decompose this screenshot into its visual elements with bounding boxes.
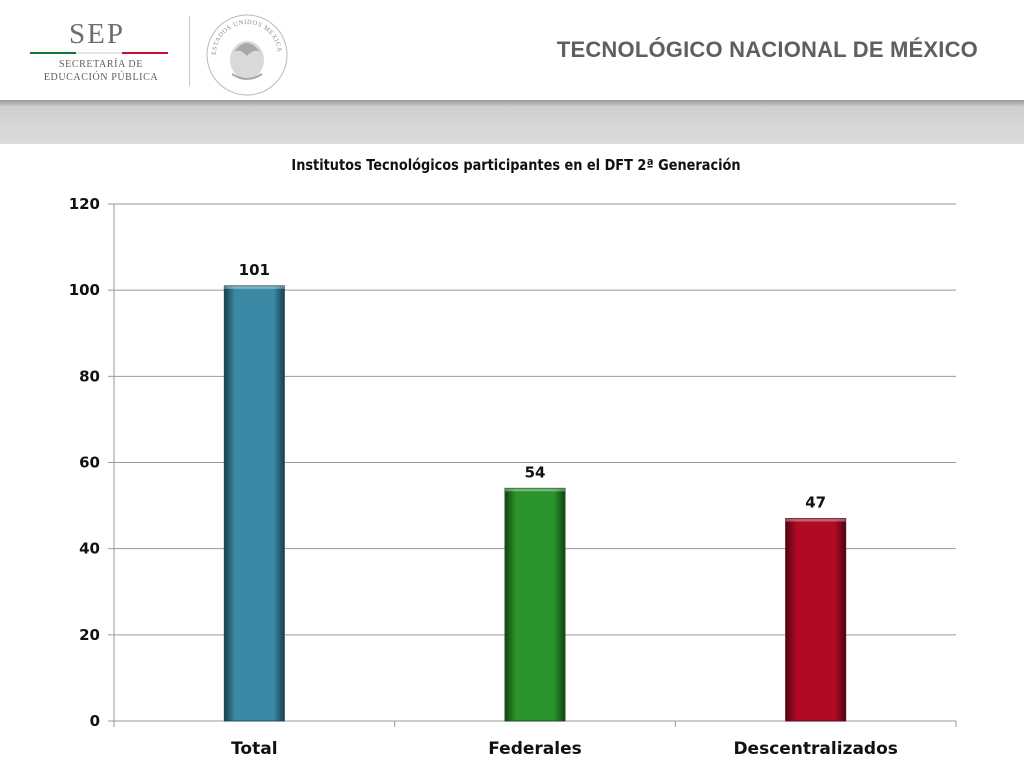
x-category-label: Federales (488, 739, 581, 759)
sep-subtitle: SECRETARÍA DE EDUCACIÓN PÚBLICA (26, 58, 176, 84)
sep-subtitle-line1: SECRETARÍA DE (59, 59, 143, 70)
sep-logo-text: SEP (69, 18, 125, 50)
flag-stripe-white (76, 52, 122, 54)
header-divider (189, 16, 190, 86)
chart-title: Institutos Tecnológicos participantes en… (291, 156, 741, 174)
y-tick-label: 60 (79, 454, 100, 472)
bar-highlight (224, 285, 285, 289)
data-label: 101 (239, 261, 270, 279)
y-tick-label: 120 (69, 195, 100, 213)
y-tick-label: 40 (79, 540, 100, 558)
bar-total (223, 285, 285, 722)
x-category-label: Descentralizados (733, 739, 897, 759)
y-tick-label: 80 (79, 367, 100, 385)
x-category-label: Total (231, 739, 277, 759)
data-label: 47 (805, 494, 826, 512)
org-title: TECNOLÓGICO NACIONAL DE MÉXICO (556, 37, 978, 62)
national-seal-icon: ESTADOS UNIDOS MEXICANOS (204, 12, 288, 96)
sep-subtitle-line2: EDUCACIÓN PÚBLICA (43, 72, 159, 83)
header-shadow (0, 100, 1024, 108)
header-band (0, 106, 1024, 144)
bar-federales (504, 487, 566, 722)
y-tick-label: 0 (90, 712, 100, 730)
sep-logo: SEP SECRETARÍA DE EDUCACIÓN PÚBLICA (26, 18, 176, 84)
y-tick-label: 100 (69, 281, 100, 299)
flag-stripe-green (30, 52, 76, 54)
flag-stripe (30, 52, 168, 54)
bar-descentralizados (785, 518, 847, 722)
data-label: 54 (525, 463, 546, 481)
bar-highlight (505, 488, 565, 492)
y-tick-label: 20 (79, 626, 100, 644)
flag-stripe-red (122, 52, 168, 54)
page-header: SEP SECRETARÍA DE EDUCACIÓN PÚBLICA ESTA… (0, 0, 1024, 104)
bar-highlight (785, 518, 846, 522)
